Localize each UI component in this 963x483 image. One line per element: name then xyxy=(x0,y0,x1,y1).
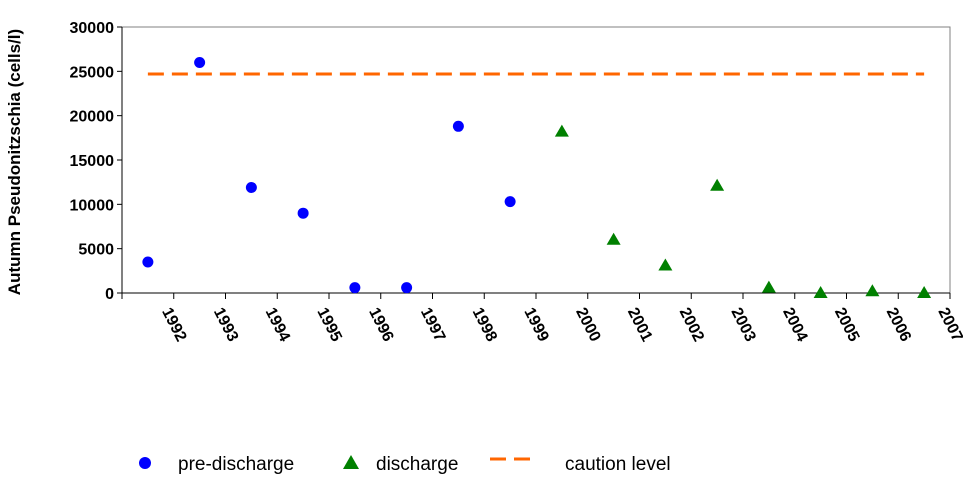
pre-discharge-point xyxy=(504,196,516,208)
x-tick-label: 1999 xyxy=(520,305,551,345)
x-tick-label: 2001 xyxy=(624,305,655,345)
legend-marker-discharge xyxy=(343,455,359,469)
plot-frame xyxy=(121,26,951,294)
legend-marker-pre-discharge xyxy=(139,457,151,469)
discharge-point xyxy=(865,284,880,297)
x-tick-label: 2004 xyxy=(779,305,810,345)
legend-label-pre-discharge: pre-discharge xyxy=(178,454,294,475)
pre-discharge-point xyxy=(401,282,413,294)
discharge-point xyxy=(658,258,673,271)
pre-discharge-point xyxy=(245,181,257,193)
pre-discharge-point xyxy=(297,207,309,219)
y-tick-label: 25000 xyxy=(70,64,115,81)
x-tick-label: 1996 xyxy=(365,305,396,345)
x-tick-label: 2003 xyxy=(727,305,758,345)
x-tick-label: 2005 xyxy=(831,305,862,345)
plot-area-border xyxy=(121,26,951,294)
x-tick-label: 1994 xyxy=(262,305,293,345)
pre-discharge-point xyxy=(194,56,206,68)
y-tick-label: 15000 xyxy=(70,153,115,170)
discharge-point xyxy=(813,286,828,298)
y-axis: 0 5000 10000 15000 20000 25000 30000 xyxy=(70,20,122,303)
y-tick-label: 20000 xyxy=(70,109,115,126)
x-tick-label: 2007 xyxy=(934,305,963,345)
y-tick-label: 0 xyxy=(105,286,114,303)
discharge-point xyxy=(761,280,776,293)
x-tick-label: 1993 xyxy=(210,305,241,345)
legend-label-caution-level: caution level xyxy=(565,454,671,475)
pre-discharge-point xyxy=(349,282,361,294)
legend: pre-discharge discharge caution level xyxy=(139,454,671,475)
x-tick-label: 2002 xyxy=(676,305,707,345)
x-tick-label: 1998 xyxy=(469,305,500,345)
x-axis: 1992 1993 1994 1995 1996 1997 1998 1999 2000 2001… xyxy=(121,293,963,345)
discharge-point xyxy=(710,178,725,191)
discharge-point xyxy=(606,232,621,245)
discharge-point xyxy=(917,286,932,298)
x-tick-label: 1995 xyxy=(313,305,344,345)
x-tick-label: 1997 xyxy=(417,305,448,345)
x-tick-label: 2000 xyxy=(572,305,603,345)
x-tick-label: 2006 xyxy=(883,305,914,345)
y-tick-label: 5000 xyxy=(78,242,114,259)
y-axis-label: Autumn Pseudonitzschia (cells/l) xyxy=(5,29,24,295)
pre-discharge-point xyxy=(142,256,154,268)
y-tick-label: 30000 xyxy=(70,20,115,37)
y-tick-label: 10000 xyxy=(70,197,115,214)
pre-discharge-point xyxy=(452,120,464,132)
discharge-point xyxy=(554,124,569,137)
data-points xyxy=(142,56,932,298)
legend-label-discharge: discharge xyxy=(376,454,458,475)
x-tick-label: 1992 xyxy=(158,305,189,345)
